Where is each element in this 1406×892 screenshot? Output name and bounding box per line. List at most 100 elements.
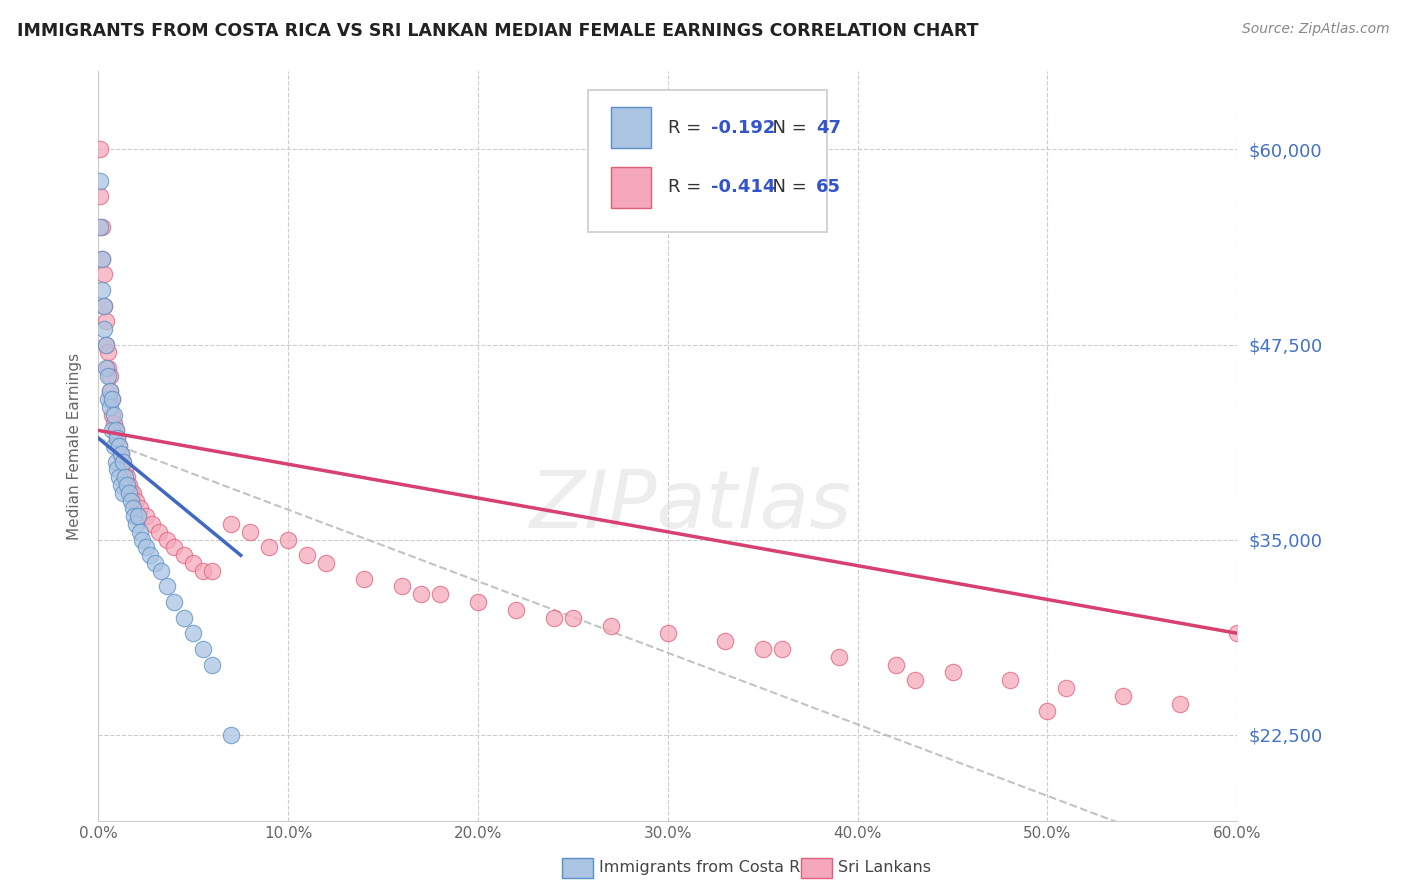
FancyBboxPatch shape: [588, 90, 827, 233]
Text: IMMIGRANTS FROM COSTA RICA VS SRI LANKAN MEDIAN FEMALE EARNINGS CORRELATION CHAR: IMMIGRANTS FROM COSTA RICA VS SRI LANKAN…: [17, 22, 979, 40]
Point: [942, 665, 965, 680]
Point: [94, 314, 117, 328]
Point: [98, 400, 121, 414]
Point: [104, 424, 127, 438]
Point: [112, 455, 135, 469]
Text: 65: 65: [815, 178, 841, 196]
Point: [103, 408, 125, 422]
Point: [114, 470, 136, 484]
Point: [156, 580, 179, 594]
Point: [259, 541, 281, 555]
Point: [89, 220, 111, 235]
Point: [110, 478, 132, 492]
Point: [115, 478, 138, 492]
Point: [770, 642, 793, 657]
Text: R =: R =: [668, 178, 707, 196]
Point: [100, 392, 122, 407]
Point: [115, 470, 138, 484]
Point: [600, 618, 623, 632]
Point: [1226, 626, 1249, 640]
Point: [89, 174, 111, 188]
Point: [201, 564, 224, 578]
Point: [127, 509, 149, 524]
Point: [884, 657, 907, 672]
Point: [121, 485, 143, 500]
Point: [163, 541, 186, 555]
Bar: [612, 167, 651, 208]
Point: [120, 485, 142, 500]
Point: [89, 143, 111, 157]
Point: [1170, 697, 1192, 711]
Point: [191, 564, 214, 578]
Point: [998, 673, 1021, 688]
Point: [104, 424, 127, 438]
Point: [91, 252, 114, 266]
Point: [91, 220, 114, 235]
Point: [94, 337, 117, 351]
Point: [108, 470, 131, 484]
Point: [97, 361, 120, 376]
Point: [121, 501, 143, 516]
Point: [131, 533, 153, 547]
Point: [1036, 705, 1059, 719]
Point: [1112, 689, 1135, 703]
Bar: [612, 107, 651, 148]
Point: [94, 361, 117, 376]
Point: [98, 384, 121, 399]
Point: [135, 541, 157, 555]
Point: [221, 728, 243, 742]
Text: Sri Lankans: Sri Lankans: [838, 860, 931, 874]
Point: [201, 657, 224, 672]
Point: [107, 431, 129, 445]
Point: [411, 587, 433, 601]
Point: [98, 368, 121, 383]
Point: [103, 416, 125, 430]
Text: -0.414: -0.414: [711, 178, 776, 196]
Point: [112, 485, 135, 500]
Point: [98, 384, 121, 399]
Point: [163, 595, 186, 609]
Text: ZIPatlas: ZIPatlas: [530, 467, 852, 545]
Point: [657, 626, 679, 640]
Point: [141, 517, 163, 532]
Y-axis label: Median Female Earnings: Median Female Earnings: [67, 352, 83, 540]
Point: [467, 595, 489, 609]
Point: [93, 268, 115, 282]
Point: [108, 439, 131, 453]
Point: [124, 509, 146, 524]
Point: [752, 642, 775, 657]
Point: [543, 611, 565, 625]
Point: [135, 509, 157, 524]
Point: [125, 493, 148, 508]
Text: N =: N =: [761, 178, 813, 196]
Point: [93, 298, 115, 313]
Point: [191, 642, 214, 657]
Text: Immigrants from Costa Rica: Immigrants from Costa Rica: [599, 860, 824, 874]
Point: [97, 368, 120, 383]
Point: [277, 533, 299, 547]
Point: [93, 322, 115, 336]
Point: [714, 634, 737, 648]
Point: [103, 439, 125, 453]
Point: [505, 603, 527, 617]
Point: [104, 455, 127, 469]
Point: [94, 337, 117, 351]
Point: [100, 392, 122, 407]
Point: [100, 408, 122, 422]
Point: [150, 564, 173, 578]
Point: [1056, 681, 1078, 695]
Point: [904, 673, 927, 688]
Point: [353, 572, 375, 586]
Point: [129, 524, 152, 539]
Point: [429, 587, 451, 601]
Point: [91, 252, 114, 266]
Point: [239, 524, 262, 539]
Point: [173, 611, 195, 625]
Point: [391, 580, 413, 594]
Point: [107, 431, 129, 445]
Point: [221, 517, 243, 532]
Point: [156, 533, 179, 547]
Point: [145, 556, 167, 570]
Point: [173, 548, 195, 563]
Point: [129, 501, 152, 516]
